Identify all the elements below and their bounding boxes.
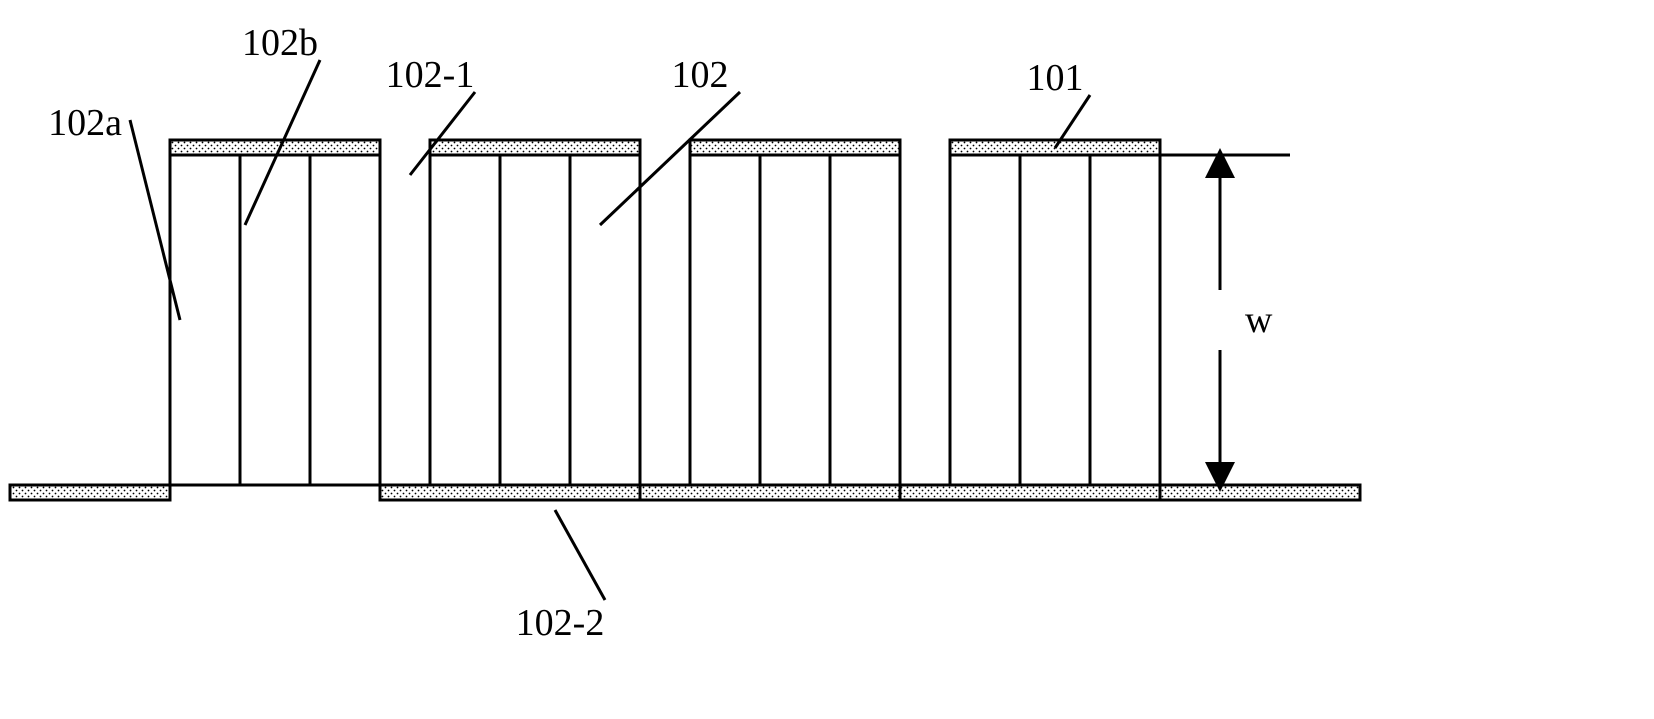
column-block <box>170 155 380 485</box>
callout-label-102-1: 102-1 <box>386 54 475 96</box>
top-hatched-bar <box>430 140 640 155</box>
bottom-hatched-bar <box>1160 485 1360 500</box>
bottom-hatched-bar <box>10 485 170 500</box>
callout-label-101: 101 <box>1027 57 1084 99</box>
callout-label-102b: 102b <box>242 22 318 64</box>
callout-label-102a: 102a <box>48 102 122 144</box>
callout-label-102: 102 <box>672 54 729 96</box>
column-block <box>950 155 1160 485</box>
column-block <box>690 155 900 485</box>
callout-label-102-2: 102-2 <box>516 602 605 644</box>
technical-diagram: w 102a 102b 102-1 102 101 102-2 <box>0 0 1654 719</box>
column-block <box>430 155 640 485</box>
bottom-hatched-bar <box>640 485 900 500</box>
top-hatched-bar <box>170 140 380 155</box>
bottom-hatched-bar <box>380 485 640 500</box>
dim-label: w <box>1245 299 1273 341</box>
callout-leader-102-2 <box>555 510 605 600</box>
top-hatched-bar <box>690 140 900 155</box>
bottom-hatched-bar <box>900 485 1160 500</box>
